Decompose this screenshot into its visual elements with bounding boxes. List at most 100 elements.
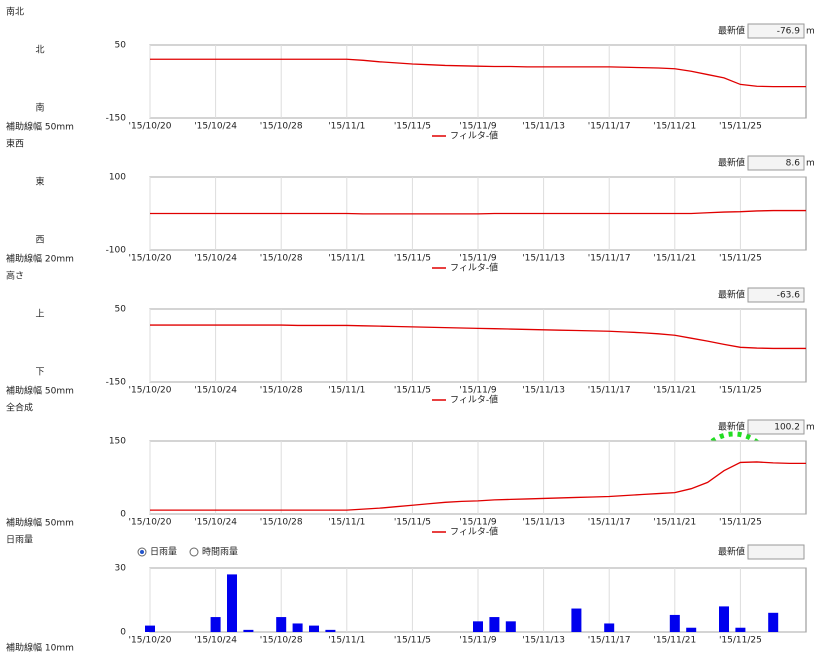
upper-label: 東 bbox=[35, 176, 44, 188]
x-tick-label: '15/11/25 bbox=[719, 254, 762, 264]
bar bbox=[768, 612, 779, 632]
grid-note: 補助線幅 50mm bbox=[6, 385, 74, 397]
y-tick-label: 0 bbox=[120, 628, 126, 638]
y-tick-label: -100 bbox=[106, 246, 127, 256]
radio-label[interactable]: 時間雨量 bbox=[202, 547, 238, 558]
panel-title: 東西 bbox=[6, 138, 24, 150]
x-tick-label: '15/10/28 bbox=[260, 254, 303, 264]
y-tick-label: 30 bbox=[115, 564, 127, 574]
bar bbox=[227, 574, 237, 632]
radio-button[interactable] bbox=[189, 547, 199, 557]
x-tick-label: '15/11/1 bbox=[328, 254, 365, 264]
series-line bbox=[150, 461, 806, 511]
radio-dot bbox=[140, 550, 144, 554]
x-tick-label: '15/10/24 bbox=[194, 122, 237, 132]
y-tick-label: 0 bbox=[120, 510, 126, 520]
y-tick-label: -150 bbox=[106, 378, 127, 388]
x-tick-label: '15/11/5 bbox=[394, 386, 431, 396]
unit: mm bbox=[806, 159, 814, 169]
x-tick-label: '15/10/28 bbox=[260, 122, 303, 132]
latest-label: 最新値 bbox=[718, 546, 745, 558]
radio-label[interactable]: 日雨量 bbox=[150, 547, 177, 558]
x-tick-label: '15/11/9 bbox=[459, 122, 496, 132]
unit: mm bbox=[806, 27, 814, 37]
lower-label: 西 bbox=[35, 235, 44, 246]
x-tick-label: '15/10/20 bbox=[129, 254, 172, 264]
x-tick-label: '15/10/28 bbox=[260, 386, 303, 396]
bar bbox=[210, 617, 221, 632]
x-tick-label: '15/10/24 bbox=[194, 386, 237, 396]
x-tick-label: '15/11/13 bbox=[522, 254, 565, 264]
x-tick-label: '15/11/1 bbox=[328, 518, 365, 528]
x-tick-label: '15/11/21 bbox=[653, 518, 696, 528]
latest-value: -76.9 bbox=[777, 27, 801, 37]
bar bbox=[243, 629, 254, 632]
x-tick-label: '15/11/5 bbox=[394, 518, 431, 528]
y-tick-label: 100 bbox=[109, 173, 126, 183]
x-tick-label: '15/11/5 bbox=[394, 636, 431, 646]
latest-box bbox=[747, 23, 805, 39]
x-tick-label: '15/11/21 bbox=[653, 122, 696, 132]
bar bbox=[473, 621, 483, 632]
panel-title: 高さ bbox=[6, 270, 24, 282]
latest-label: 最新値 bbox=[718, 157, 745, 169]
bar bbox=[292, 623, 303, 632]
x-tick-label: '15/11/1 bbox=[328, 122, 365, 132]
x-tick-label: '15/10/28 bbox=[260, 636, 303, 646]
series-line bbox=[150, 324, 806, 350]
lower-label: 下 bbox=[35, 368, 44, 378]
x-tick-label: '15/11/25 bbox=[719, 122, 762, 132]
bar bbox=[686, 627, 697, 632]
x-tick-label: '15/10/24 bbox=[194, 518, 237, 528]
x-tick-label: '15/10/20 bbox=[129, 636, 172, 646]
latest-value: 100.2 bbox=[774, 423, 800, 433]
bar bbox=[145, 625, 155, 632]
x-tick-label: '15/10/20 bbox=[129, 386, 172, 396]
grid-note: 補助線幅 20mm bbox=[6, 253, 74, 265]
x-tick-label: '15/11/13 bbox=[522, 122, 565, 132]
x-tick-label: '15/11/17 bbox=[588, 518, 631, 528]
latest-label: 最新値 bbox=[718, 25, 745, 37]
panel-title: 日雨量 bbox=[6, 535, 33, 546]
latest-label: 最新値 bbox=[718, 289, 745, 301]
x-tick-label: '15/11/17 bbox=[588, 636, 631, 646]
legend-label: フィルタ-値 bbox=[450, 130, 498, 142]
x-tick-label: '15/11/21 bbox=[653, 636, 696, 646]
y-tick-label: 150 bbox=[109, 437, 126, 447]
bar bbox=[325, 629, 336, 632]
bar bbox=[505, 621, 516, 632]
x-tick-label: '15/11/17 bbox=[588, 386, 631, 396]
x-tick-label: '15/11/5 bbox=[394, 254, 431, 264]
unit: mm bbox=[806, 423, 814, 433]
x-tick-label: '15/11/9 bbox=[459, 636, 496, 646]
x-tick-label: '15/10/20 bbox=[129, 122, 172, 132]
x-tick-label: '15/11/21 bbox=[653, 386, 696, 396]
bar bbox=[489, 617, 500, 632]
bar bbox=[571, 608, 582, 632]
legend-label: フィルタ-値 bbox=[450, 526, 498, 538]
bar bbox=[604, 623, 615, 632]
series-line bbox=[150, 58, 806, 88]
x-tick-label: '15/10/24 bbox=[194, 636, 237, 646]
latest-box bbox=[747, 287, 805, 303]
x-tick-label: '15/11/1 bbox=[328, 386, 365, 396]
upper-label: 北 bbox=[35, 45, 44, 56]
x-tick-label: '15/11/13 bbox=[522, 636, 565, 646]
x-tick-label: '15/11/25 bbox=[719, 636, 762, 646]
y-tick-label: 50 bbox=[115, 305, 127, 315]
grid-note: 補助線幅 50mm bbox=[6, 517, 74, 529]
x-tick-label: '15/11/1 bbox=[328, 636, 365, 646]
x-tick-label: '15/11/17 bbox=[588, 122, 631, 132]
panel-title: 全合成 bbox=[6, 402, 33, 414]
bar bbox=[719, 606, 729, 632]
latest-value: 8.6 bbox=[786, 159, 801, 169]
x-tick-label: '15/11/9 bbox=[459, 518, 496, 528]
latest-value: -63.6 bbox=[777, 291, 801, 301]
x-tick-label: '15/11/13 bbox=[522, 386, 565, 396]
legend-label: フィルタ-値 bbox=[450, 262, 498, 274]
x-tick-label: '15/11/5 bbox=[394, 122, 431, 132]
grid-note: 補助線幅 10mm bbox=[6, 642, 74, 654]
lower-label: 南 bbox=[35, 102, 44, 114]
x-tick-label: '15/10/24 bbox=[194, 254, 237, 264]
panel-title: 南北 bbox=[6, 6, 24, 18]
